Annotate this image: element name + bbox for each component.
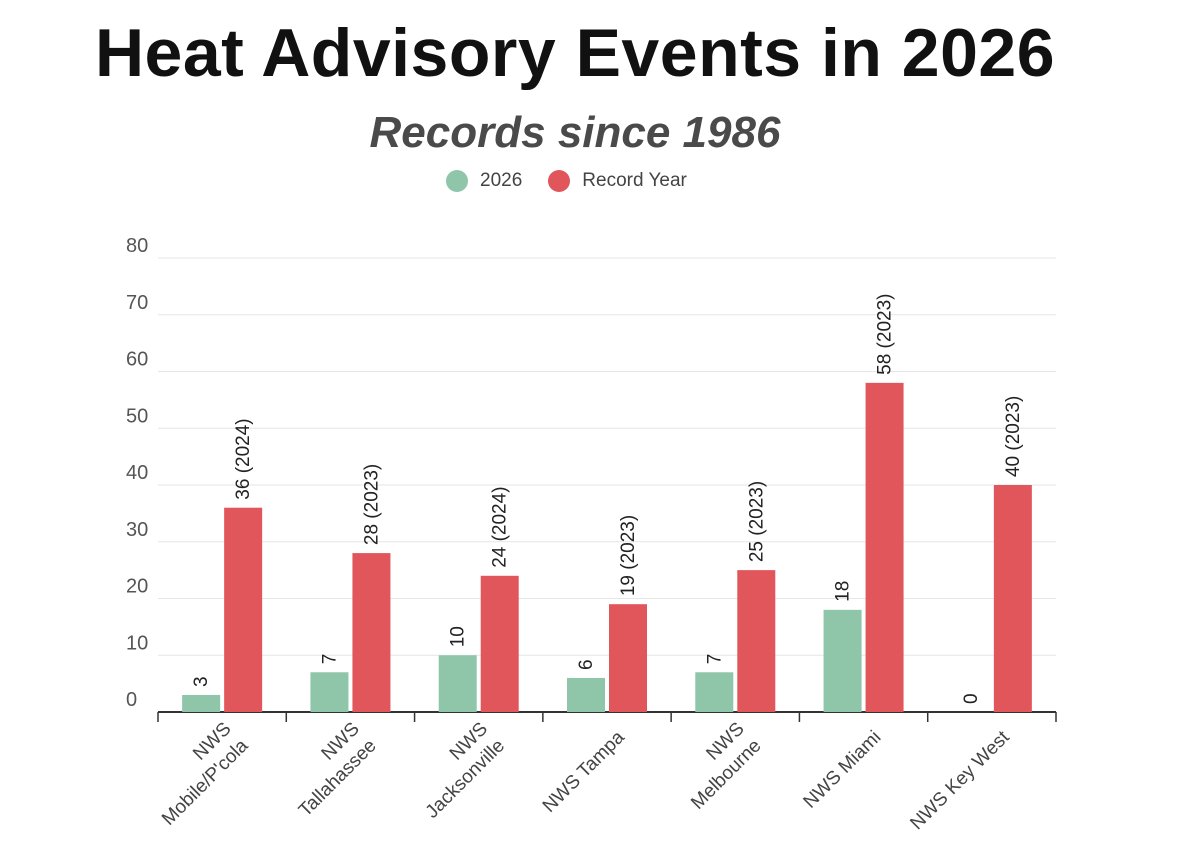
x-tick-label-text: NWS Key West [906,726,1014,834]
x-tick-label: NWSMelbourne [670,718,765,813]
x-tick-label-text: NWSMobile/P'cola [141,718,253,830]
y-tick-label: 10 [126,632,148,654]
bar-record-year [609,604,647,712]
x-tick-label: NWS Tampa [539,727,629,817]
y-tick-label: 80 [126,235,148,257]
data-label: 3 [191,676,212,687]
x-tick-label-text: NWSTallahassee [278,718,381,821]
data-label: 7 [319,654,340,665]
x-tick-label-text: NWS Tampa [539,727,629,817]
x-tick-label-text: NWSMelbourne [670,718,765,813]
x-tick-label-line: NWS Tampa [539,727,629,817]
x-tick-label: NWS Miami [800,727,886,813]
bar-2026 [567,677,605,712]
bar-2026 [438,655,477,712]
bar-record-year [865,382,904,712]
chart-subtitle: Records since 1986 [369,108,781,157]
y-tick-label: 70 [126,292,148,314]
data-label: 24 (2024) [490,486,511,567]
x-tick-label-text: NWS Miami [800,727,886,813]
legend-swatch-2026 [446,170,468,192]
data-label: 25 (2023) [746,481,767,562]
data-label: 6 [576,659,597,670]
x-tick-label-text: NWSJacksonville [405,718,509,822]
data-label: 58 (2023) [875,294,896,375]
x-tick-label: NWSJacksonville [405,718,509,822]
data-label: 7 [704,654,725,665]
y-tick-label: 20 [126,576,148,598]
legend-label-2026: 2026 [480,170,523,191]
bar-record-year [737,570,776,712]
legend: 2026 Record Year [446,170,713,192]
x-tick-label: NWSMobile/P'cola [141,718,253,830]
legend-item-2026: 2026 [446,170,522,192]
bar-record-year [352,553,391,712]
y-tick-label: 50 [126,405,148,427]
data-label: 18 [833,581,854,602]
bar-record-year [224,507,263,712]
data-label: 10 [448,626,469,647]
legend-item-record-year: Record Year [548,170,687,192]
bar-2026 [182,694,221,712]
bar-record-year [993,485,1032,712]
bar-2026 [310,672,349,712]
y-tick-label: 40 [126,462,148,484]
data-label: 19 (2023) [618,515,639,596]
bar-2026 [823,609,862,712]
x-tick-label-line: NWS Miami [800,727,886,813]
legend-swatch-record-year [548,170,571,192]
x-tick-label-line: NWS Key West [906,726,1014,834]
chart-title: Heat Advisory Events in 2026 [94,15,1056,91]
data-label: 40 (2023) [1003,396,1024,477]
y-tick-label: 60 [126,349,148,371]
y-tick-label: 30 [126,519,148,541]
bar-2026 [695,672,734,712]
y-tick-label: 0 [126,689,137,711]
bar-record-year [480,575,519,712]
data-label: 0 [961,693,982,704]
data-label: 28 (2023) [361,464,382,545]
x-tick-label: NWS Key West [906,726,1014,834]
x-tick-label: NWSTallahassee [278,718,381,821]
legend-label-record-year: Record Year [582,170,687,191]
data-label: 36 (2024) [233,418,254,499]
